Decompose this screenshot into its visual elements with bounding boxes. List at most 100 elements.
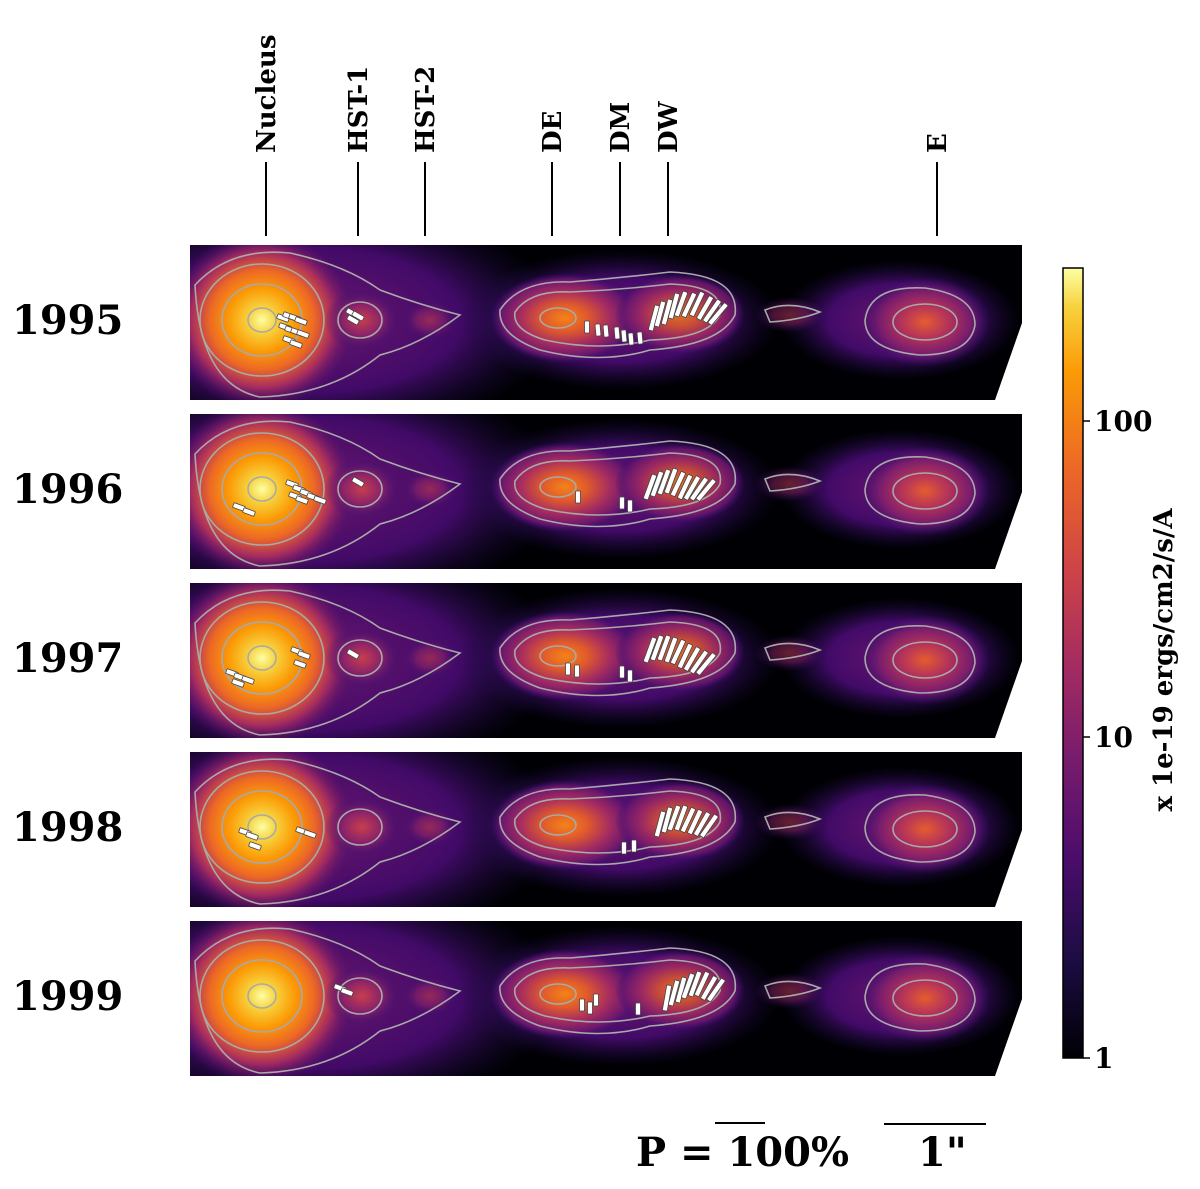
panel-1995	[190, 245, 1022, 400]
polarization-vectors	[276, 290, 729, 349]
polarization-vector	[631, 839, 637, 853]
year-labels: 1995 1996 1997 1998 1999	[12, 297, 123, 1020]
polarization-vector	[643, 473, 657, 501]
polarization-vector	[340, 987, 354, 997]
polarization-vector	[231, 678, 245, 688]
feature-label-nucleus: Nucleus	[252, 35, 282, 153]
polarization-vector	[700, 975, 718, 1001]
polarization-vector	[248, 841, 262, 851]
polarization-vector	[657, 468, 671, 496]
polarization-vector	[574, 664, 580, 678]
feature-label-hst-2: HST-2	[411, 66, 441, 153]
polarization-vector	[245, 831, 259, 841]
polarization-vector	[681, 972, 695, 1000]
polarization-vector	[242, 507, 256, 517]
year-label-1998: 1998	[12, 804, 123, 851]
polarization-vector	[593, 993, 599, 1007]
polarization-vector	[619, 665, 625, 679]
polarization-vector	[670, 639, 686, 665]
polarization-vector	[667, 804, 681, 832]
polarization-vector	[635, 1002, 641, 1016]
contours	[194, 420, 976, 567]
polarization-vector	[677, 643, 693, 669]
polarization-vector	[621, 841, 627, 855]
polarization-vector	[613, 326, 621, 340]
polarization-vector	[619, 496, 625, 510]
polarization-vector	[664, 467, 678, 495]
polarization-vector	[668, 979, 680, 1007]
contours	[194, 927, 976, 1074]
panel-1999	[190, 921, 1022, 1076]
polarization-vector	[295, 495, 309, 505]
polarization-vector	[664, 636, 678, 664]
polarization-vector	[681, 292, 697, 318]
polarization-vector	[313, 495, 327, 505]
polarization-vectors	[225, 634, 717, 688]
feature-label-de: DE	[538, 111, 568, 153]
image-panels	[190, 245, 1022, 1076]
polarization-vector	[670, 471, 686, 497]
contours	[194, 589, 976, 736]
polarization-vector	[351, 476, 365, 488]
colorbar-gradient	[1062, 267, 1084, 1059]
polarization-vector	[689, 649, 709, 675]
polarization-vector	[351, 310, 365, 322]
polarization-vector	[579, 998, 585, 1012]
polarization-vector	[696, 295, 714, 321]
polarization-vector	[241, 675, 255, 685]
polarization-vectors	[333, 970, 726, 1016]
feature-label-e: E	[923, 133, 953, 153]
contours	[194, 758, 976, 905]
polarization-vector	[706, 977, 726, 1003]
polarization-vector	[297, 650, 311, 660]
year-label-1997: 1997	[12, 635, 123, 682]
polarization-vector	[661, 806, 673, 834]
polarization-vector	[293, 659, 307, 669]
scale-bars: P = 100% 1"	[636, 1122, 986, 1176]
polarization-vectors	[232, 467, 717, 517]
polarization-vector	[602, 324, 610, 338]
polarization-vector	[657, 634, 671, 662]
polarization-vector	[627, 669, 633, 683]
polarization-vector	[627, 332, 635, 346]
polarization-vector	[346, 314, 360, 326]
polarization-vector	[654, 300, 666, 328]
polarization-vector	[674, 804, 688, 832]
feature-label-dm: DM	[606, 102, 636, 153]
polarization-vector	[662, 984, 672, 1012]
polarization-vector	[643, 636, 657, 664]
polarization-vector	[668, 292, 680, 320]
polarization-vector	[636, 331, 644, 345]
polarization-vector	[689, 291, 705, 317]
polarization-vector	[674, 290, 688, 318]
feature-label-dw: DW	[654, 100, 684, 153]
polarization-vector	[694, 971, 710, 997]
polarization-vector	[650, 470, 664, 498]
polarization-vector	[677, 474, 693, 500]
polarization-vector	[654, 810, 666, 838]
year-label-1996: 1996	[12, 466, 123, 513]
polarization-vector	[565, 662, 571, 676]
polarization-vector	[707, 302, 729, 326]
panel-1997	[190, 583, 1022, 738]
panel-1998	[190, 752, 1022, 907]
colorbar: 100 10 1 x 1e-19 ergs/cm2/s/A	[1062, 267, 1179, 1075]
polarization-vector	[575, 490, 581, 504]
polarization-vector	[689, 476, 709, 502]
polarization-vector	[683, 475, 701, 501]
panel-1996	[190, 414, 1022, 569]
polarization-vector	[620, 329, 628, 343]
polarization-vector	[687, 809, 703, 835]
polarization-vector	[587, 1001, 593, 1015]
polarization-vector	[289, 339, 303, 349]
polarization-vector	[650, 634, 664, 662]
polarization-vector	[688, 970, 702, 998]
polarization-vector	[627, 499, 633, 513]
year-label-1999: 1999	[12, 973, 123, 1020]
polarization-vectors	[238, 804, 719, 855]
polarization-vector	[594, 323, 602, 337]
year-label-1995: 1995	[12, 297, 123, 344]
polarization-vector	[702, 298, 722, 324]
polarization-vector	[296, 329, 310, 339]
